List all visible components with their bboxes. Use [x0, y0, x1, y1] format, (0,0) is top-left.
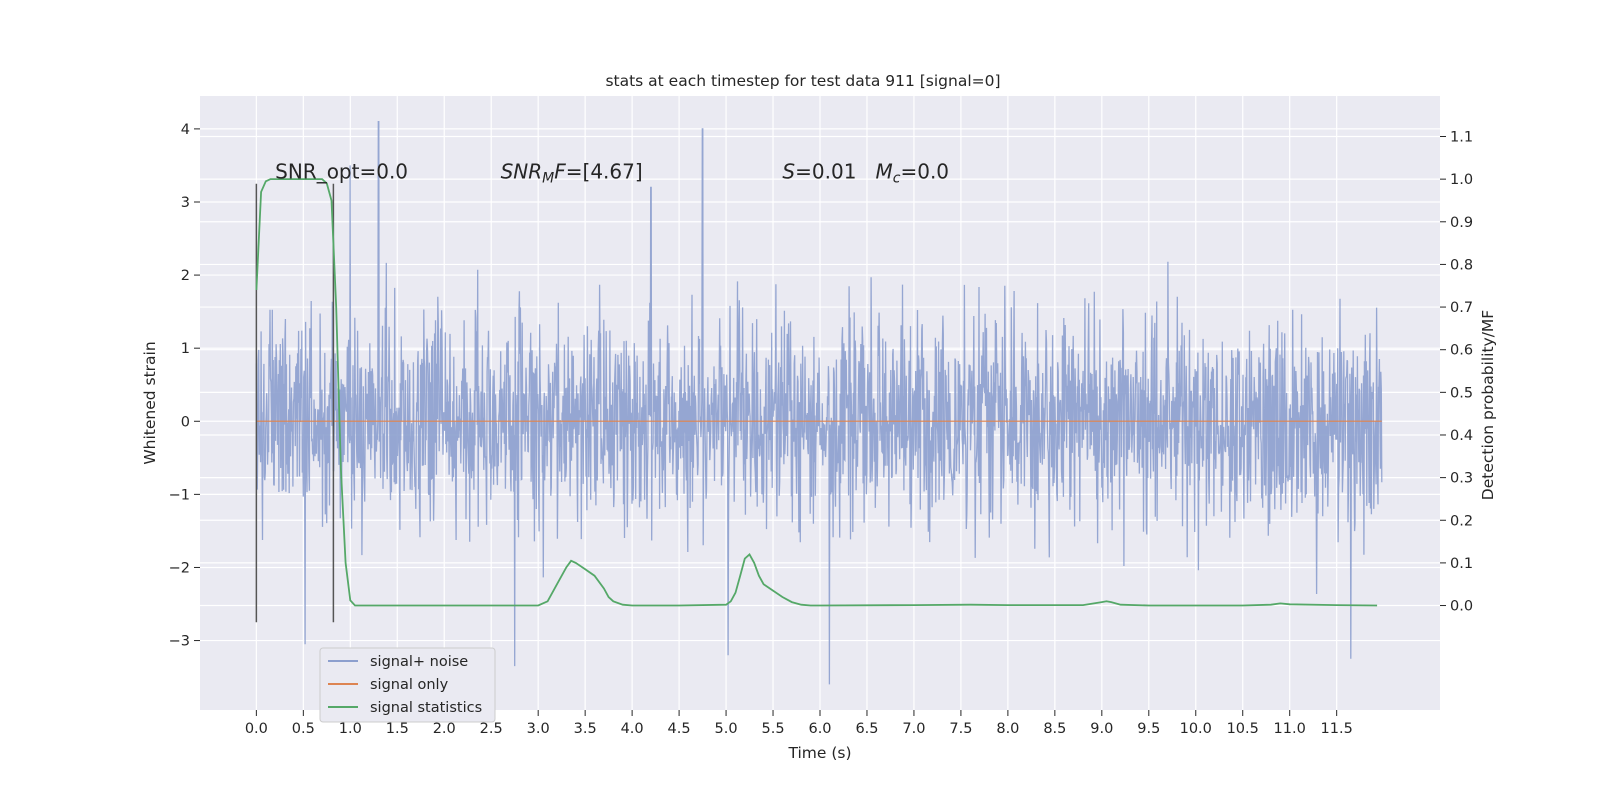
x-tick-label-16: 8.0 [996, 721, 1019, 737]
x-tick-label-7: 3.5 [574, 721, 597, 737]
y2-tick-label-9: 0.2 [1450, 513, 1473, 529]
y2-tick-label-4: 0.7 [1450, 300, 1473, 316]
x-tick-label-11: 5.5 [761, 721, 784, 737]
y-tick-label-1: 3 [181, 195, 190, 211]
x-tick-label-19: 9.5 [1137, 721, 1160, 737]
y2-tick-label-10: 0.1 [1450, 556, 1473, 572]
x-axis-label: Time (s) [787, 744, 851, 762]
annotation-snr_mf: SNRMF=[4.67] [501, 160, 643, 187]
signal-statistics-line [255, 178, 1378, 607]
x-tick-label-6: 3.0 [527, 721, 550, 737]
x-tick-label-12: 6.0 [808, 721, 831, 737]
annotations: SNR_opt=0.0 SNRMF=[4.67] S=0.01 Mc=0.0 [275, 160, 949, 187]
signal-statistics-series [255, 178, 1378, 607]
x-tick-label-18: 9.0 [1090, 721, 1113, 737]
x-tick-label-22: 11.0 [1274, 721, 1306, 737]
y-tick-label-3: 1 [181, 341, 190, 357]
legend-label-stats: signal statistics [370, 700, 482, 716]
x-tick-label-0: 0.0 [245, 721, 268, 737]
y-tick-label-6: −2 [169, 560, 190, 576]
y-tick-label-0: 4 [181, 122, 190, 138]
y2-axis-ticks: 1.1 1.0 0.9 0.8 0.7 0.6 0.5 0.4 0.3 0.2 0.1 0.0 [1440, 130, 1473, 615]
x-axis-ticks: 0.0 0.5 1.0 1.5 2.0 2.5 3.0 3.5 4.0 4.5 5.0 5.5 6.0 6… [245, 710, 1353, 737]
y2-tick-label-6: 0.5 [1450, 385, 1473, 401]
x-tick-label-17: 8.5 [1043, 721, 1066, 737]
legend-label-noise: signal+ noise [370, 654, 468, 670]
noise-series [255, 120, 1383, 685]
y2-tick-label-3: 0.8 [1450, 257, 1473, 273]
annotation-s_mc: S=0.01 Mc=0.0 [782, 160, 949, 187]
y-axis-label: Whitened strain [141, 341, 159, 464]
y-tick-label-4: 0 [181, 414, 190, 430]
x-tick-label-14: 7.0 [902, 721, 925, 737]
x-tick-label-5: 2.5 [480, 721, 503, 737]
y2-tick-label-1: 1.0 [1450, 172, 1473, 188]
x-tick-label-10: 5.0 [715, 721, 738, 737]
y2-tick-label-11: 0.0 [1450, 599, 1473, 615]
x-tick-label-9: 4.5 [668, 721, 691, 737]
noise-trace [255, 120, 1383, 685]
legend-box [319, 647, 496, 723]
x-tick-label-21: 10.5 [1227, 721, 1259, 737]
x-tick-label-23: 11.5 [1321, 721, 1353, 737]
legend-label-signal: signal only [370, 677, 449, 693]
x-tick-label-13: 6.5 [855, 721, 878, 737]
y2-tick-label-5: 0.6 [1450, 343, 1473, 359]
y2-tick-label-0: 1.1 [1450, 130, 1473, 146]
x-tick-label-20: 10.0 [1180, 721, 1212, 737]
legend: signal+ noise signal only signal statist… [319, 647, 496, 723]
x-tick-label-15: 7.5 [949, 721, 972, 737]
y-tick-label-2: 2 [181, 268, 190, 284]
x-tick-label-4: 2.0 [433, 721, 456, 737]
y-tick-label-7: −3 [169, 634, 190, 650]
x-tick-label-2: 1.0 [339, 721, 362, 737]
annotation-snr_opt: SNR_opt=0.0 [275, 160, 408, 184]
y2-tick-label-7: 0.4 [1450, 428, 1473, 444]
y-axis-ticks: 4 3 2 1 0 −1 −2 −3 [169, 122, 200, 650]
y2-tick-label-8: 0.3 [1450, 471, 1473, 487]
x-tick-label-8: 4.0 [621, 721, 644, 737]
x-tick-label-1: 0.5 [292, 721, 315, 737]
y-tick-label-5: −1 [169, 487, 190, 503]
y2-axis-label: Detection probability/MF [1479, 310, 1497, 501]
x-tick-label-3: 1.5 [386, 721, 409, 737]
chart-title: stats at each timestep for test data 911… [605, 72, 1000, 90]
y2-tick-label-2: 0.9 [1450, 215, 1473, 231]
